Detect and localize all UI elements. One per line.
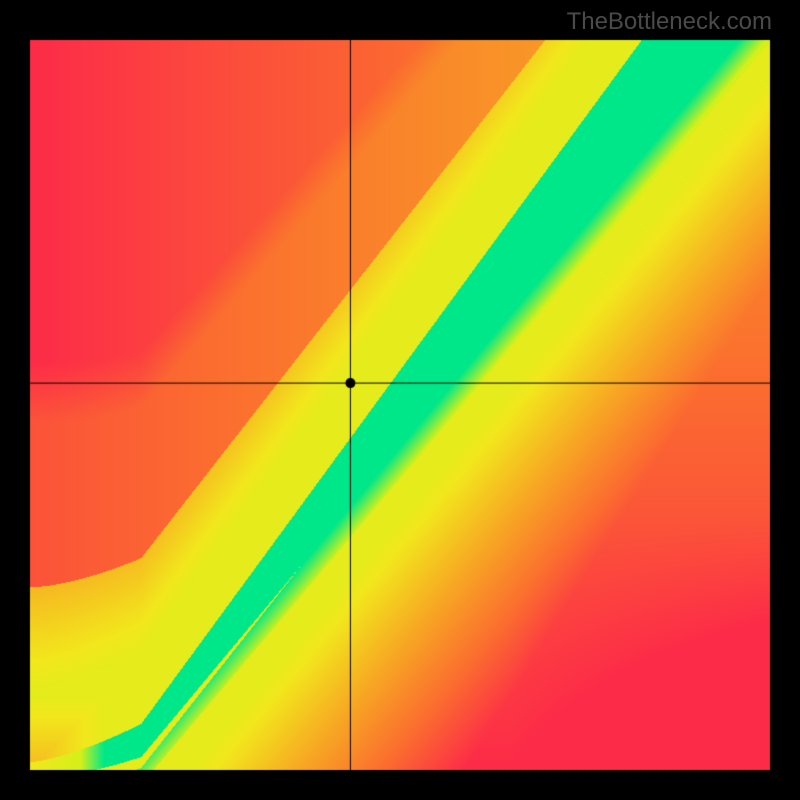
- watermark-text: TheBottleneck.com: [567, 8, 772, 36]
- bottleneck-heatmap: [0, 0, 800, 800]
- chart-container: TheBottleneck.com: [0, 0, 800, 800]
